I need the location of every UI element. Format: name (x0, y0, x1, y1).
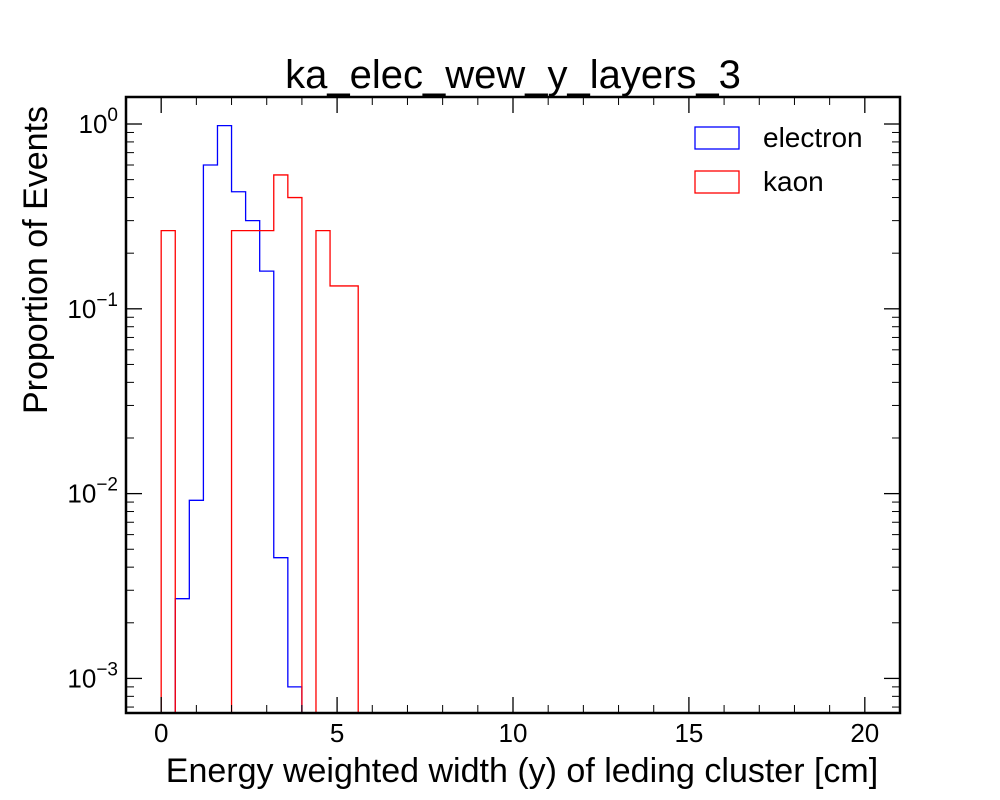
legend-label-electron: electron (763, 122, 863, 153)
y-axis-label: Proportion of Events (17, 106, 55, 414)
y-tick-label: 100 (79, 105, 119, 139)
kaon-bar-0 (161, 231, 175, 713)
legend-swatch-kaon (694, 170, 740, 194)
kaon-series (160, 174, 359, 713)
electron-bar-6 (260, 271, 274, 713)
electron-outline (174, 124, 303, 713)
electron-series (174, 124, 303, 713)
electron-bar-5 (246, 221, 260, 713)
electron-bar-7 (274, 558, 288, 713)
electron-bar-0 (175, 599, 189, 713)
kaon-bar-8 (344, 286, 358, 713)
kaon-outline (160, 174, 359, 713)
y-tick-label: 10−1 (67, 290, 118, 324)
kaon-bar-3 (260, 231, 274, 713)
legend-label-kaon: kaon (763, 166, 824, 197)
x-tick-label: 15 (674, 718, 703, 748)
electron-bar-1 (189, 500, 203, 713)
electron-bar-3 (217, 126, 231, 713)
legend-swatch-electron (694, 126, 740, 150)
kaon-bar-6 (316, 231, 330, 713)
x-axis-label: Energy weighted width (y) of leding clus… (166, 752, 878, 790)
y-tick-label: 10−2 (67, 475, 118, 509)
x-tick-label: 20 (850, 718, 879, 748)
kaon-bar-7 (330, 286, 344, 713)
plot-area (160, 124, 359, 713)
axis-ticks: 0 5 10 15 20 10−3 10−2 10−1 100 (67, 97, 901, 748)
kaon-bar-5 (288, 198, 302, 713)
kaon-bar-1 (232, 231, 246, 713)
y-tick-label: 10−3 (67, 659, 118, 693)
chart-title: ka_elec_wew_y_layers_3 (285, 53, 741, 97)
x-tick-label: 0 (154, 718, 168, 748)
electron-bar-2 (203, 165, 217, 713)
x-tick-label: 10 (499, 718, 528, 748)
electron-bar-4 (232, 192, 246, 713)
x-tick-label: 5 (330, 718, 344, 748)
kaon-bar-2 (246, 231, 260, 713)
kaon-bar-4 (274, 175, 288, 713)
electron-bar-8 (288, 687, 302, 713)
legend: electron kaon (694, 122, 863, 197)
